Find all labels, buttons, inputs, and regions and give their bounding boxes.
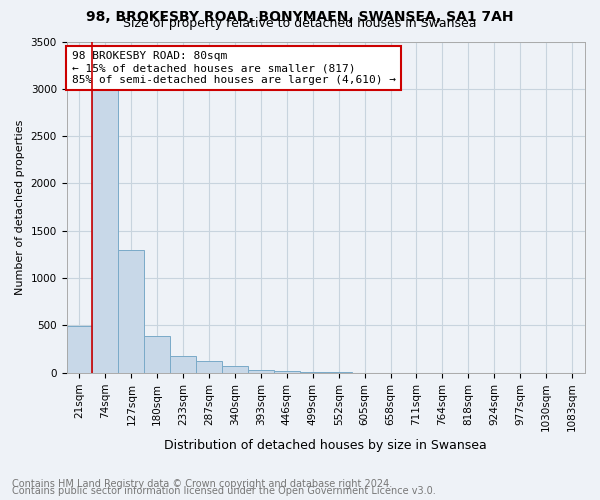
Bar xyxy=(222,366,248,373)
Text: 98, BROKESBY ROAD, BONYMAEN, SWANSEA, SA1 7AH: 98, BROKESBY ROAD, BONYMAEN, SWANSEA, SA… xyxy=(86,10,514,24)
Bar xyxy=(170,356,196,373)
Text: 98 BROKESBY ROAD: 80sqm
← 15% of detached houses are smaller (817)
85% of semi-d: 98 BROKESBY ROAD: 80sqm ← 15% of detache… xyxy=(72,52,396,84)
Bar xyxy=(118,250,144,373)
Y-axis label: Number of detached properties: Number of detached properties xyxy=(15,120,25,295)
Bar xyxy=(300,372,326,373)
X-axis label: Distribution of detached houses by size in Swansea: Distribution of detached houses by size … xyxy=(164,440,487,452)
Bar xyxy=(196,362,222,373)
Text: Size of property relative to detached houses in Swansea: Size of property relative to detached ho… xyxy=(123,18,477,30)
Text: Contains HM Land Registry data © Crown copyright and database right 2024.: Contains HM Land Registry data © Crown c… xyxy=(12,479,392,489)
Text: Contains public sector information licensed under the Open Government Licence v3: Contains public sector information licen… xyxy=(12,486,436,496)
Bar xyxy=(144,336,170,373)
Bar xyxy=(92,84,118,373)
Bar xyxy=(67,326,92,373)
Bar xyxy=(274,372,300,373)
Bar xyxy=(248,370,274,373)
